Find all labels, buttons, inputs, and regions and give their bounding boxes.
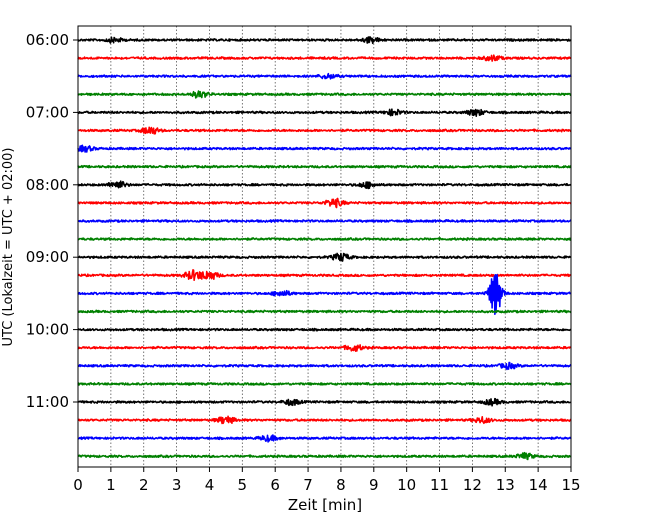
y-tick-label: 06:00 bbox=[26, 31, 69, 49]
grid-lines bbox=[110, 26, 539, 467]
x-tick-label: 6 bbox=[270, 476, 280, 494]
plot-frame bbox=[77, 25, 572, 468]
y-tick-label: 09:00 bbox=[26, 248, 69, 266]
seismogram-trace bbox=[77, 144, 572, 153]
seismogram-trace bbox=[77, 327, 572, 332]
x-tick-label: 15 bbox=[561, 476, 580, 494]
y-tick-label: 08:00 bbox=[26, 176, 69, 194]
seismogram-trace bbox=[77, 164, 572, 169]
x-axis-label: Zeit [min] bbox=[288, 496, 362, 514]
x-tick-label: 5 bbox=[238, 476, 248, 494]
seismogram-trace bbox=[77, 126, 572, 135]
seismogram-traces bbox=[77, 36, 572, 461]
y-tick-label: 07:00 bbox=[26, 103, 69, 121]
x-tick-label: 9 bbox=[369, 476, 379, 494]
seismogram-trace bbox=[77, 344, 572, 352]
x-tick-label: 13 bbox=[496, 476, 515, 494]
seismogram-trace bbox=[77, 415, 572, 425]
x-tick-label: 4 bbox=[205, 476, 215, 494]
seismogram-trace bbox=[77, 252, 572, 262]
seismogram-trace bbox=[77, 108, 572, 118]
x-tick-label: 1 bbox=[106, 476, 116, 494]
y-axis-ticks: 06:00 07:00 08:00 09:00 10:00 11:00 bbox=[26, 31, 78, 411]
seismogram-trace bbox=[77, 36, 572, 45]
x-tick-label: 0 bbox=[73, 476, 83, 494]
seismogram-trace bbox=[77, 382, 572, 386]
x-tick-label: 12 bbox=[463, 476, 482, 494]
seismogram-trace bbox=[77, 397, 572, 407]
x-tick-label: 10 bbox=[397, 476, 416, 494]
seismogram-trace bbox=[77, 197, 572, 209]
seismogram-trace bbox=[77, 180, 572, 190]
y-tick-label: 11:00 bbox=[26, 393, 69, 411]
y-axis-label: UTC (Lokalzeit = UTC + 02:00) bbox=[1, 148, 16, 347]
x-tick-label: 11 bbox=[430, 476, 449, 494]
seismogram-trace bbox=[77, 219, 572, 223]
seismogram-trace bbox=[77, 451, 572, 461]
x-tick-label: 14 bbox=[529, 476, 548, 494]
x-tick-label: 3 bbox=[172, 476, 182, 494]
seismogram-trace bbox=[77, 90, 572, 99]
seismogram-trace bbox=[77, 361, 572, 371]
seismogram-trace bbox=[77, 72, 572, 80]
x-tick-label: 2 bbox=[139, 476, 149, 494]
y-tick-label: 10:00 bbox=[26, 321, 69, 339]
seismogram-trace bbox=[77, 54, 572, 62]
seismogram-trace bbox=[77, 273, 572, 316]
seismogram-trace bbox=[77, 309, 572, 314]
x-axis-ticks: 0 1 2 3 4 5 6 7 8 9 10 11 12 13 14 15 bbox=[73, 467, 581, 494]
x-tick-label: 8 bbox=[336, 476, 346, 494]
seismogram-trace bbox=[77, 434, 572, 443]
x-tick-label: 7 bbox=[303, 476, 313, 494]
seismogram-trace bbox=[77, 237, 572, 242]
seismogram-trace bbox=[77, 269, 572, 282]
